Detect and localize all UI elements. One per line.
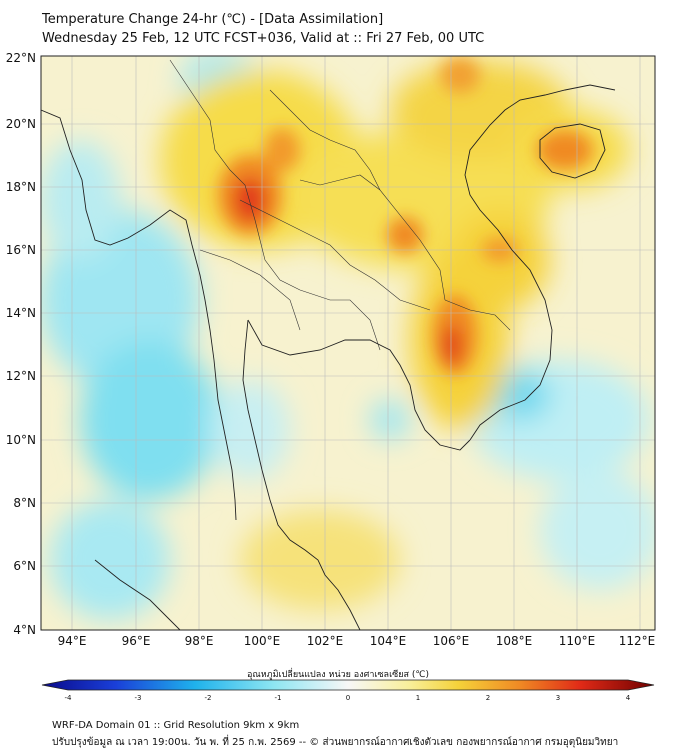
colorbar-tick: 2 (486, 694, 490, 700)
longitude-labels: 94°E 96°E 98°E 100°E 102°E 104°E 106°E 1… (58, 634, 656, 648)
colorbar-tick: -4 (65, 694, 73, 700)
map-frame (40, 55, 656, 631)
footer-domain-info: WRF-DA Domain 01 :: Grid Resolution 9km … (52, 720, 300, 731)
lon-label: 94°E (58, 634, 87, 648)
lon-label: 100°E (244, 634, 281, 648)
lon-label: 112°E (619, 634, 656, 648)
coastlines (41, 84, 616, 630)
colorbar-tick: -2 (205, 694, 212, 700)
page-subtitle: Wednesday 25 Feb, 12 UTC FCST+036, Valid… (42, 31, 485, 46)
colorbar-tick: 3 (556, 694, 560, 700)
lon-label: 108°E (496, 634, 533, 648)
lat-label: 20°N (6, 117, 36, 131)
lat-label: 4°N (13, 623, 36, 637)
borders (169, 59, 511, 351)
colorbar-label: อุณหภูมิเปลี่ยนแปลง หน่วย องศาเซลเซียส (… (246, 670, 430, 680)
lat-label: 6°N (13, 559, 36, 573)
colorbar-strip (41, 679, 655, 691)
lat-label: 10°N (6, 433, 36, 447)
lon-label: 96°E (122, 634, 151, 648)
lat-label: 18°N (6, 180, 36, 194)
colorbar-tick: 1 (416, 694, 420, 700)
lon-label: 102°E (307, 634, 344, 648)
temperature-field (41, 56, 655, 630)
footer-credit: ปรับปรุงข้อมูล ณ เวลา 19:00น. วัน พ. ที่… (52, 737, 619, 748)
colorbar-ticks: -4 -3 -2 -1 0 1 2 3 4 (65, 694, 631, 700)
graticule (41, 56, 655, 630)
lon-label: 110°E (559, 634, 596, 648)
lat-label: 8°N (13, 496, 36, 510)
colorbar: -4 -3 -2 -1 0 1 2 3 4 (41, 679, 655, 700)
lon-label: 106°E (433, 634, 470, 648)
temperature-change-map: 22°N 20°N 18°N 16°N 14°N 12°N 10°N 8°N 6… (6, 51, 656, 700)
lat-label: 16°N (6, 243, 36, 257)
page-title: Temperature Change 24-hr (℃) - [Data Ass… (42, 12, 384, 27)
colorbar-tick: -3 (135, 694, 142, 700)
lon-label: 104°E (370, 634, 407, 648)
colorbar-tick: 4 (626, 694, 631, 700)
lat-label: 14°N (6, 306, 36, 320)
latitude-labels: 22°N 20°N 18°N 16°N 14°N 12°N 10°N 8°N 6… (6, 51, 36, 637)
colorbar-tick: -1 (275, 694, 282, 700)
lat-label: 12°N (6, 369, 36, 383)
colorbar-tick: 0 (346, 694, 350, 700)
lat-label: 22°N (6, 51, 36, 65)
lon-label: 98°E (185, 634, 214, 648)
